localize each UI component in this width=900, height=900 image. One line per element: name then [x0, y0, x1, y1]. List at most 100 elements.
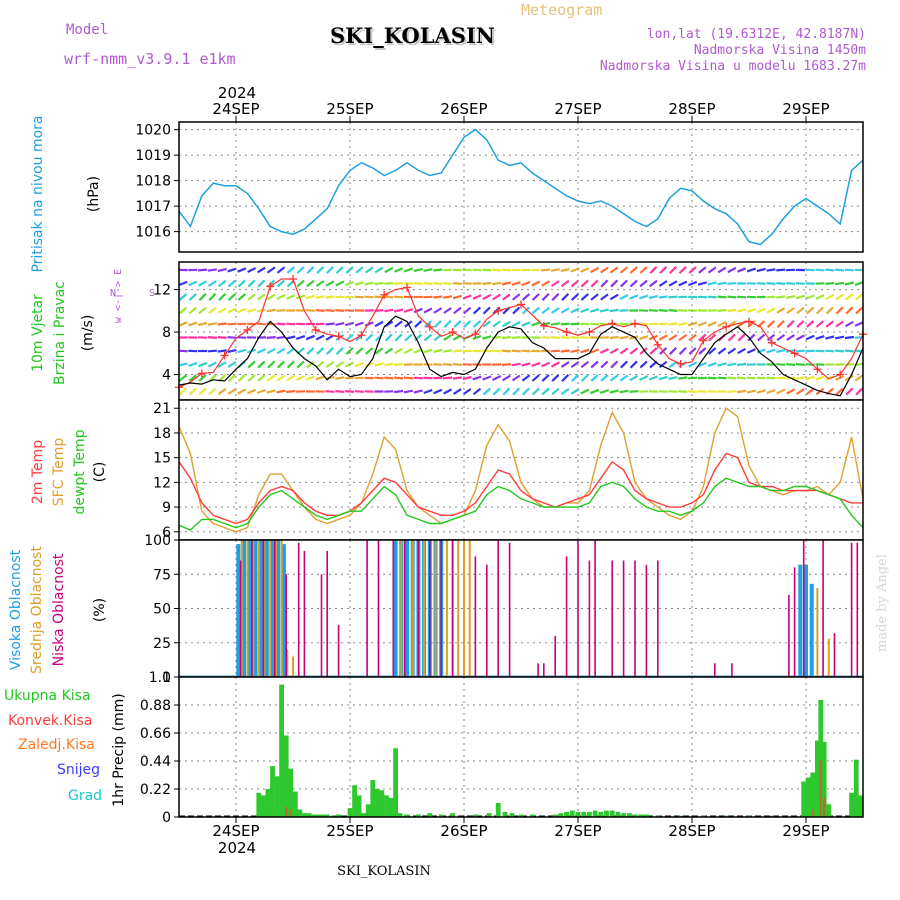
wind-barb — [276, 374, 286, 382]
wind-barb — [570, 293, 580, 301]
wind-barb — [669, 347, 677, 355]
wind-barb — [708, 347, 717, 355]
cloud-ytick-label: 25 — [153, 636, 171, 652]
temp-ytick-label: 15 — [153, 451, 171, 467]
wind-barb — [403, 267, 414, 273]
wind-barb — [178, 374, 188, 382]
model-name: wrf-nmm_v3.9.1 e1km — [64, 50, 236, 68]
cloud-ylabel-a: Visoka Oblacnost — [8, 549, 24, 670]
wind-barb — [531, 280, 541, 287]
wind-barb — [374, 347, 384, 355]
wind-barb — [403, 348, 413, 354]
wind-barb — [188, 387, 197, 396]
precip-label-conv: Konvek.Kisa — [8, 713, 92, 729]
precip-axis-title: Ukupna Kisa Konvek.Kisa Zaledj.Kisa Snij… — [4, 688, 127, 807]
wind-barb — [678, 322, 688, 326]
cloud-high-bar — [798, 564, 803, 677]
wind-barb — [561, 293, 570, 301]
wind-gust-marker — [425, 322, 434, 331]
wind-barb — [286, 389, 296, 394]
wind-barb — [805, 375, 815, 381]
wind-barb — [806, 320, 815, 328]
wind-barb — [227, 336, 237, 339]
cloud-ytick-label: 75 — [153, 567, 171, 583]
wind-barb — [521, 321, 531, 327]
elevation-model-label: Nadmorska Visina u modelu 1683.27m — [600, 59, 866, 74]
wind-barb — [443, 376, 453, 380]
wind-barb — [208, 293, 217, 301]
precip-total-bar — [626, 813, 632, 817]
wind-barb — [795, 334, 805, 341]
wind-barb — [580, 388, 590, 395]
wind-barb — [815, 375, 825, 381]
precip-total-bar — [279, 684, 284, 817]
meteogram-title: Meteogram — [521, 1, 602, 19]
pressure-unit: (hPa) — [86, 176, 102, 212]
wind-gust-marker — [311, 325, 320, 334]
wind-barb — [629, 360, 638, 369]
wind-gust-marker — [197, 369, 206, 378]
wind-barb — [737, 376, 747, 380]
wind-barb — [452, 294, 462, 300]
wind-unit: (m/s) — [80, 315, 96, 352]
x-bottom-label-26sep: 26SEP — [440, 822, 487, 840]
wind-barb — [825, 335, 835, 340]
wind-barb — [384, 295, 394, 299]
wind-barb — [806, 306, 815, 315]
wind-barb — [452, 282, 462, 285]
cloud-mid-bar — [463, 540, 465, 677]
cloud-low-bar — [588, 560, 591, 677]
x-top-label-28sep: 28SEP — [668, 100, 715, 118]
wind-barb — [413, 389, 423, 394]
wind-barb — [698, 347, 707, 355]
wind-gust-marker — [767, 338, 776, 347]
wind-barb — [658, 295, 668, 299]
wind-barb — [736, 362, 747, 367]
wind-barb — [619, 309, 629, 312]
wind-barb — [619, 335, 629, 340]
cloud-mid-bar — [274, 540, 277, 677]
precip-label-total: Ukupna Kisa — [4, 688, 91, 704]
wind-barb — [678, 347, 687, 355]
precip-total-bar — [598, 811, 604, 817]
wind-barb — [590, 293, 599, 301]
wind-barb — [247, 267, 257, 273]
precip-total-bar — [370, 780, 376, 817]
precip-total-bar — [849, 792, 854, 817]
wind-barb — [678, 376, 688, 380]
temp-ytick-label: 18 — [153, 426, 171, 442]
wind-barb — [374, 362, 384, 367]
wind-barb — [551, 387, 560, 396]
precip-label-snow: Snijeg — [57, 762, 100, 778]
wind-barb — [433, 320, 442, 328]
cloud-mid-bar — [468, 540, 471, 677]
wind-barb — [786, 282, 796, 285]
wind-barb — [541, 306, 550, 315]
wind-barb — [707, 321, 717, 327]
precip-total-bar — [495, 803, 501, 817]
temp-ytick-label: 21 — [153, 401, 171, 417]
wind-barb — [678, 280, 688, 287]
cloud-ytick-label: 50 — [153, 602, 171, 618]
wind-barb — [766, 348, 776, 354]
wind-barb — [257, 360, 266, 369]
wind-barb — [512, 306, 521, 315]
wind-barb — [560, 336, 570, 339]
cloud-high-bar — [276, 540, 281, 677]
panels: 1016 1017 1018 1019 1020 24SEP 25SEP 26SEP 27SEP… — [135, 100, 867, 840]
wind-barb — [305, 375, 315, 381]
temp-ytick-label: 6 — [162, 525, 171, 541]
cloud-low-bar — [645, 564, 648, 677]
wind-barb — [453, 388, 462, 395]
precip-total-bar — [356, 795, 362, 817]
cloud-low-bar — [377, 540, 380, 677]
wind-barb — [433, 307, 443, 314]
precip-total-bar — [361, 813, 367, 817]
wind-gust-marker — [494, 306, 503, 315]
wind-barb — [707, 281, 717, 286]
wind-barb — [228, 374, 236, 382]
precip-total-bar — [261, 795, 266, 817]
cloud-low-bar — [303, 551, 306, 677]
wind-barb — [227, 349, 237, 353]
wind-barb — [482, 293, 492, 301]
